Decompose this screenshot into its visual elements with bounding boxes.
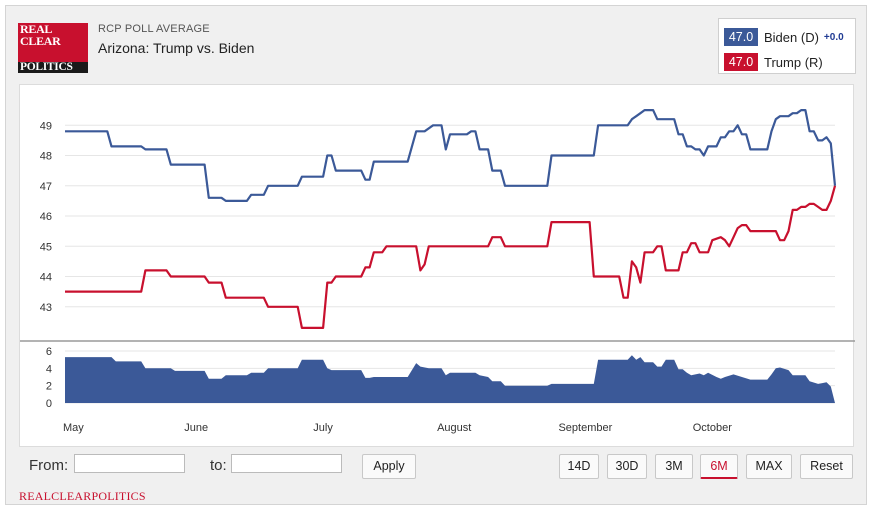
to-label: to: (210, 457, 227, 474)
chart-area[interactable]: 43 44 45 46 47 48 49 0 2 4 6 May June July August Septe… (19, 84, 855, 448)
y-tick-main-43: 43 (40, 302, 52, 314)
logo-line-2: CLEAR (20, 34, 61, 48)
y-tick-main-48: 48 (40, 151, 52, 163)
logo-line-1: REAL (20, 22, 53, 36)
y-tick-main-47: 47 (40, 181, 52, 193)
x-tick-may: May (63, 422, 84, 434)
x-tick-august: August (437, 422, 471, 434)
from-date-input[interactable] (74, 454, 185, 473)
x-tick-june: June (184, 422, 208, 434)
y-tick-main-44: 44 (40, 272, 52, 284)
range-30d-button[interactable]: 30D (607, 454, 647, 479)
legend-entry-trump[interactable]: 47.0 Trump (R) (724, 53, 823, 71)
legend-value-biden: 47.0 (724, 28, 758, 46)
x-tick-october: October (693, 422, 732, 434)
y-tick-spread-6: 6 (46, 346, 52, 358)
range-14d-button[interactable]: 14D (559, 454, 599, 479)
y-tick-main-49: 49 (40, 120, 52, 132)
legend-name-trump: Trump (R) (764, 54, 823, 70)
x-tick-july: July (313, 422, 333, 434)
legend-entry-biden[interactable]: 47.0 Biden (D) +0.0 (724, 28, 844, 46)
rcp-logo: REAL CLEAR POLITICS (18, 23, 88, 73)
chart-subtitle: RCP POLL AVERAGE (98, 23, 210, 35)
chart-title: Arizona: Trump vs. Biden (98, 40, 255, 56)
y-tick-main-46: 46 (40, 211, 52, 223)
from-label: From: (29, 457, 69, 474)
legend-value-trump: 47.0 (724, 53, 758, 71)
range-3m-button[interactable]: 3M (655, 454, 693, 479)
series-line-trump (65, 185, 837, 329)
range-max-button[interactable]: MAX (746, 454, 792, 479)
chart-widget: REAL CLEAR POLITICS RCP POLL AVERAGE Ari… (5, 5, 867, 505)
legend-name-biden: Biden (D) (764, 29, 819, 45)
reset-button[interactable]: Reset (800, 454, 853, 479)
y-tick-main-45: 45 (40, 241, 52, 253)
range-controls: From: to: Apply 14D 30D 3M 6M MAX Reset (19, 447, 854, 483)
legend: 47.0 Biden (D) +0.0 47.0 Trump (R) (718, 18, 856, 74)
to-date-input[interactable] (231, 454, 342, 473)
x-tick-september: September (558, 422, 612, 434)
legend-spread: +0.0 (823, 31, 844, 43)
logo-line-3: POLITICS (20, 61, 73, 73)
series-line-biden (65, 109, 837, 203)
spread-area (65, 355, 835, 403)
y-tick-spread-0: 0 (46, 398, 52, 410)
y-tick-spread-4: 4 (46, 363, 52, 375)
y-tick-spread-2: 2 (46, 381, 52, 393)
range-6m-button[interactable]: 6M (700, 454, 738, 479)
footer-brand: REALCLEARPOLITICS (19, 489, 146, 503)
apply-button[interactable]: Apply (362, 454, 416, 479)
